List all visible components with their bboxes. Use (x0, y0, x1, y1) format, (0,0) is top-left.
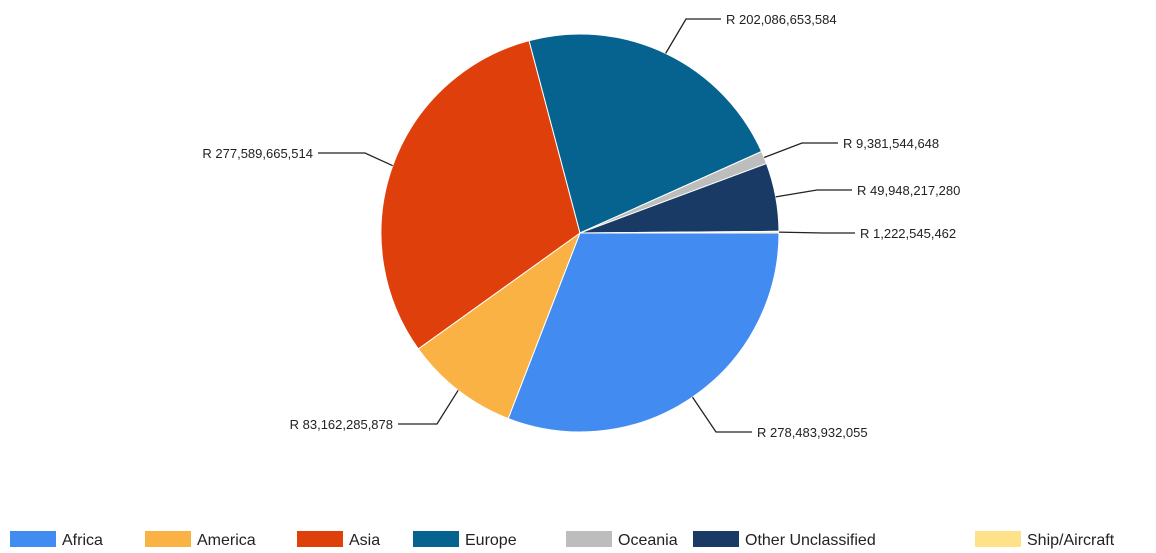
leader-line-america (398, 389, 459, 425)
legend-swatch-africa (10, 531, 56, 547)
legend-item-other-unclassified[interactable]: Other Unclassified (693, 531, 876, 549)
leader-line-africa (691, 396, 752, 433)
leader-line-asia (318, 152, 393, 167)
legend-label-ship-aircraft: Ship/Aircraft (1027, 532, 1115, 549)
pie-slices (380, 33, 780, 433)
pie-slice-asia[interactable] (380, 40, 581, 350)
data-labels: R 278,483,932,055 R 83,162,285,878 R 277,5… (202, 12, 960, 440)
legend-item-asia[interactable]: Asia (297, 531, 380, 549)
leader-line-other-unclassified (775, 189, 852, 198)
legend-item-europe[interactable]: Europe (413, 531, 517, 549)
legend-item-oceania[interactable]: Oceania (566, 531, 678, 549)
legend-swatch-europe (413, 531, 459, 547)
data-label-ship-aircraft: R 1,222,545,462 (860, 226, 956, 241)
legend-item-africa[interactable]: Africa (10, 531, 103, 549)
leader-line-oceania (763, 142, 838, 159)
legend-label-other-unclassified: Other Unclassified (745, 532, 876, 549)
legend-label-africa: Africa (62, 532, 103, 549)
leader-lines (318, 18, 855, 433)
legend-swatch-america (145, 531, 191, 547)
data-label-oceania: R 9,381,544,648 (843, 136, 939, 151)
legend-item-america[interactable]: America (145, 531, 256, 549)
data-label-other-unclassified: R 49,948,217,280 (857, 183, 960, 198)
legend-label-europe: Europe (465, 532, 517, 549)
data-label-asia: R 277,589,665,514 (202, 146, 313, 161)
legend-swatch-oceania (566, 531, 612, 547)
leader-line-europe (665, 18, 721, 54)
legend-swatch-ship-aircraft (975, 531, 1021, 547)
leader-line-ship-aircraft (778, 231, 855, 234)
data-label-europe: R 202,086,653,584 (726, 12, 837, 27)
data-label-america: R 83,162,285,878 (290, 417, 393, 432)
legend-swatch-other-unclassified (693, 531, 739, 547)
legend-label-america: America (197, 532, 256, 549)
legend-swatch-asia (297, 531, 343, 547)
legend-label-oceania: Oceania (618, 532, 678, 549)
data-label-africa: R 278,483,932,055 (757, 425, 868, 440)
legend: Africa America Asia Europe Oceania Other Uncl… (10, 531, 1115, 549)
legend-item-ship-aircraft[interactable]: Ship/Aircraft (975, 531, 1115, 549)
legend-label-asia: Asia (349, 532, 380, 549)
pie-slice-africa[interactable] (507, 232, 780, 433)
